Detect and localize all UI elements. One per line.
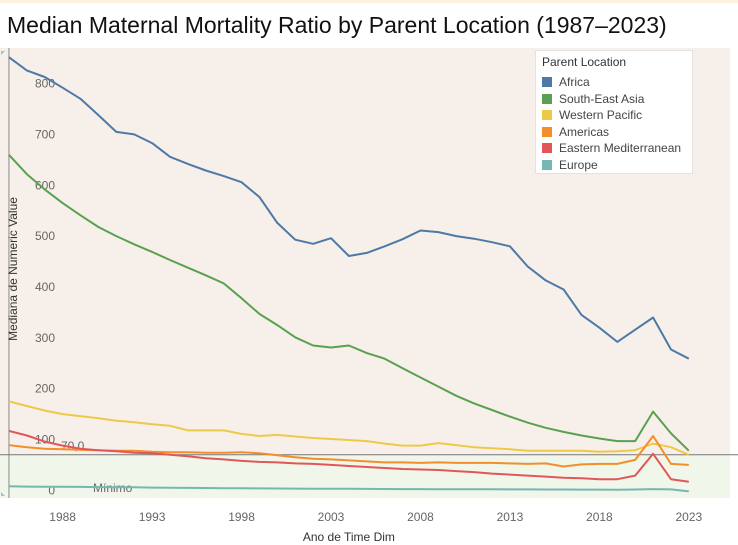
legend-swatch (542, 110, 552, 121)
legend-label: Americas (559, 124, 610, 139)
y-tick-label: 0 (48, 483, 55, 497)
y-axis-title: Mediana de Numeric Value (6, 197, 20, 341)
corner-marker-top (1, 51, 5, 55)
legend-swatch (542, 77, 552, 88)
x-tick-label: 2023 (675, 510, 702, 524)
legend-swatch (542, 126, 552, 137)
legend-swatch (542, 143, 552, 154)
legend-label: Africa (559, 75, 590, 90)
y-tick-label: 200 (35, 382, 55, 396)
x-tick-label: 2013 (497, 510, 524, 524)
legend-item: South-East Asia (542, 91, 686, 108)
y-tick-label: 500 (35, 229, 55, 243)
series-line-africa (8, 56, 690, 360)
x-axis-title: Ano de Time Dim (303, 530, 395, 544)
top-accent-line (0, 0, 738, 3)
x-tick-label: 1993 (139, 510, 166, 524)
legend-label: Eastern Mediterranean (559, 141, 682, 156)
y-tick-label: 300 (35, 331, 55, 345)
series-line-western-pacific (8, 400, 690, 456)
legend-swatch (542, 159, 552, 170)
legend-item: Americas (542, 124, 686, 141)
y-tick-label: 400 (35, 280, 55, 294)
corner-marker-bottom (1, 492, 5, 496)
legend-item: Europe (542, 157, 686, 174)
y-tick-label: 700 (35, 127, 55, 141)
y-tick-label: 800 (35, 77, 55, 91)
legend-item: Africa (542, 74, 686, 91)
legend-item: Eastern Mediterranean (542, 140, 686, 157)
x-tick-label: 1998 (228, 510, 255, 524)
chart-title: Median Maternal Mortality Ratio by Paren… (0, 3, 720, 48)
x-tick-label: 2008 (407, 510, 434, 524)
x-tick-label: 2018 (586, 510, 613, 524)
legend-label: South-East Asia (559, 91, 645, 106)
legend-label: Western Pacific (559, 108, 643, 123)
series-line-south-east-asia (8, 154, 690, 452)
legend-title: Parent Location (542, 55, 627, 69)
x-tick-label: 1988 (49, 510, 76, 524)
x-tick-label: 2003 (318, 510, 345, 524)
y-tick-label: 600 (35, 178, 55, 192)
legend: Parent Location Africa South-East Asia Wes… (535, 50, 693, 174)
legend-label: Europe (559, 157, 598, 172)
series-line-europe (8, 485, 689, 493)
series-line-eastern-mediterranean (8, 429, 689, 483)
legend-swatch (542, 93, 552, 104)
legend-item: Western Pacific (542, 107, 686, 124)
